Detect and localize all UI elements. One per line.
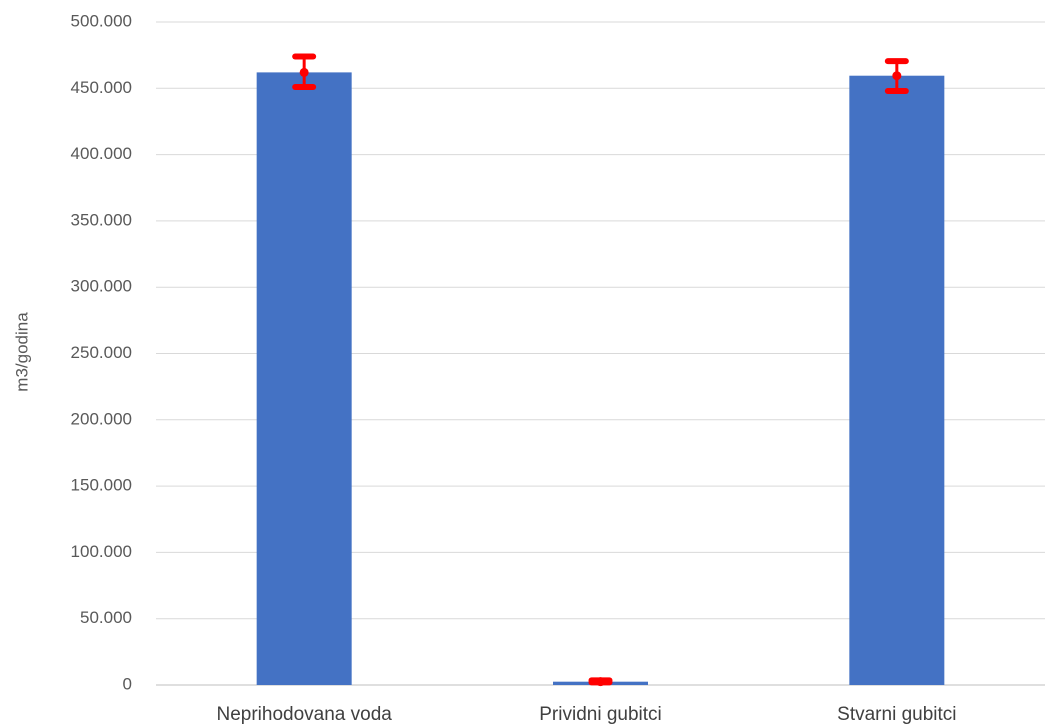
y-tick-label: 350.000 <box>71 210 132 229</box>
error-bar <box>292 53 317 90</box>
error-bar <box>588 677 613 687</box>
y-tick-label: 500.000 <box>71 11 132 30</box>
y-tick-label: 100.000 <box>71 542 132 561</box>
bars <box>256 72 945 685</box>
y-tick-label: 250.000 <box>71 343 132 362</box>
y-tick-label: 400.000 <box>71 144 132 163</box>
x-category-label: Stvarni gubitci <box>837 704 956 725</box>
y-tick-label: 200.000 <box>71 409 132 428</box>
error-bar-marker <box>299 67 309 77</box>
y-tick-label: 450.000 <box>71 78 132 97</box>
x-axis-categories: Neprihodovana voda Prividni gubitci Stvarn… <box>216 704 956 725</box>
error-bar-marker <box>596 677 605 687</box>
y-tick-label: 150.000 <box>71 476 132 495</box>
y-tick-label: 50.000 <box>80 608 132 627</box>
y-axis-ticks: 0 50.000 100.000 150.000 200.000 250.000 300.0… <box>71 11 132 693</box>
error-bar <box>884 58 909 94</box>
error-bars <box>292 53 909 687</box>
x-category-label: Neprihodovana voda <box>216 704 392 725</box>
bar <box>849 75 945 685</box>
bar <box>256 72 352 685</box>
y-tick-label: 0 <box>123 674 132 693</box>
y-tick-label: 300.000 <box>71 277 132 296</box>
error-bar-marker <box>892 71 902 81</box>
x-category-label: Prividni gubitci <box>539 704 662 725</box>
y-axis-label: m3/godina <box>12 312 31 392</box>
